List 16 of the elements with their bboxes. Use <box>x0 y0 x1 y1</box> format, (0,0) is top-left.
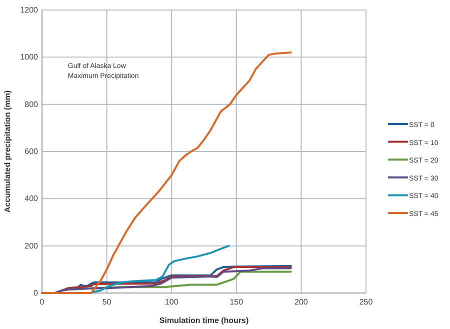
x-tick-label: 50 <box>102 298 112 307</box>
y-tick-label: 400 <box>24 194 39 204</box>
x-tick-label: 100 <box>164 298 179 307</box>
x-axis-title: Simulation time (hours) <box>159 316 249 325</box>
x-tick-label: 200 <box>294 298 308 307</box>
y-tick-label: 800 <box>24 100 39 109</box>
y-tick-label: 0 <box>34 288 39 298</box>
x-tick-label: 0 <box>40 298 45 307</box>
x-tick-label: 250 <box>359 298 374 307</box>
y-tick-label: 600 <box>24 147 39 156</box>
line-series <box>41 51 292 294</box>
x-tick-label: 150 <box>230 298 244 307</box>
y-tick-label: 1200 <box>20 6 39 15</box>
y-axis-title: Accumulated precipitation (mm) <box>3 90 12 213</box>
y-tick-label: 1000 <box>20 52 39 62</box>
y-tick-label: 200 <box>24 241 39 250</box>
